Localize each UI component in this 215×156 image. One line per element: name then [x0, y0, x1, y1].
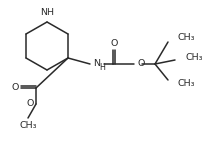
Text: O: O [26, 100, 34, 109]
Text: O: O [110, 39, 118, 49]
Text: CH₃: CH₃ [178, 34, 195, 42]
Text: CH₃: CH₃ [178, 80, 195, 88]
Text: N: N [93, 59, 100, 68]
Text: NH: NH [40, 8, 54, 17]
Text: H: H [99, 63, 105, 73]
Text: CH₃: CH₃ [185, 54, 203, 63]
Text: O: O [138, 59, 145, 68]
Text: O: O [11, 83, 19, 93]
Text: CH₃: CH₃ [19, 120, 37, 129]
